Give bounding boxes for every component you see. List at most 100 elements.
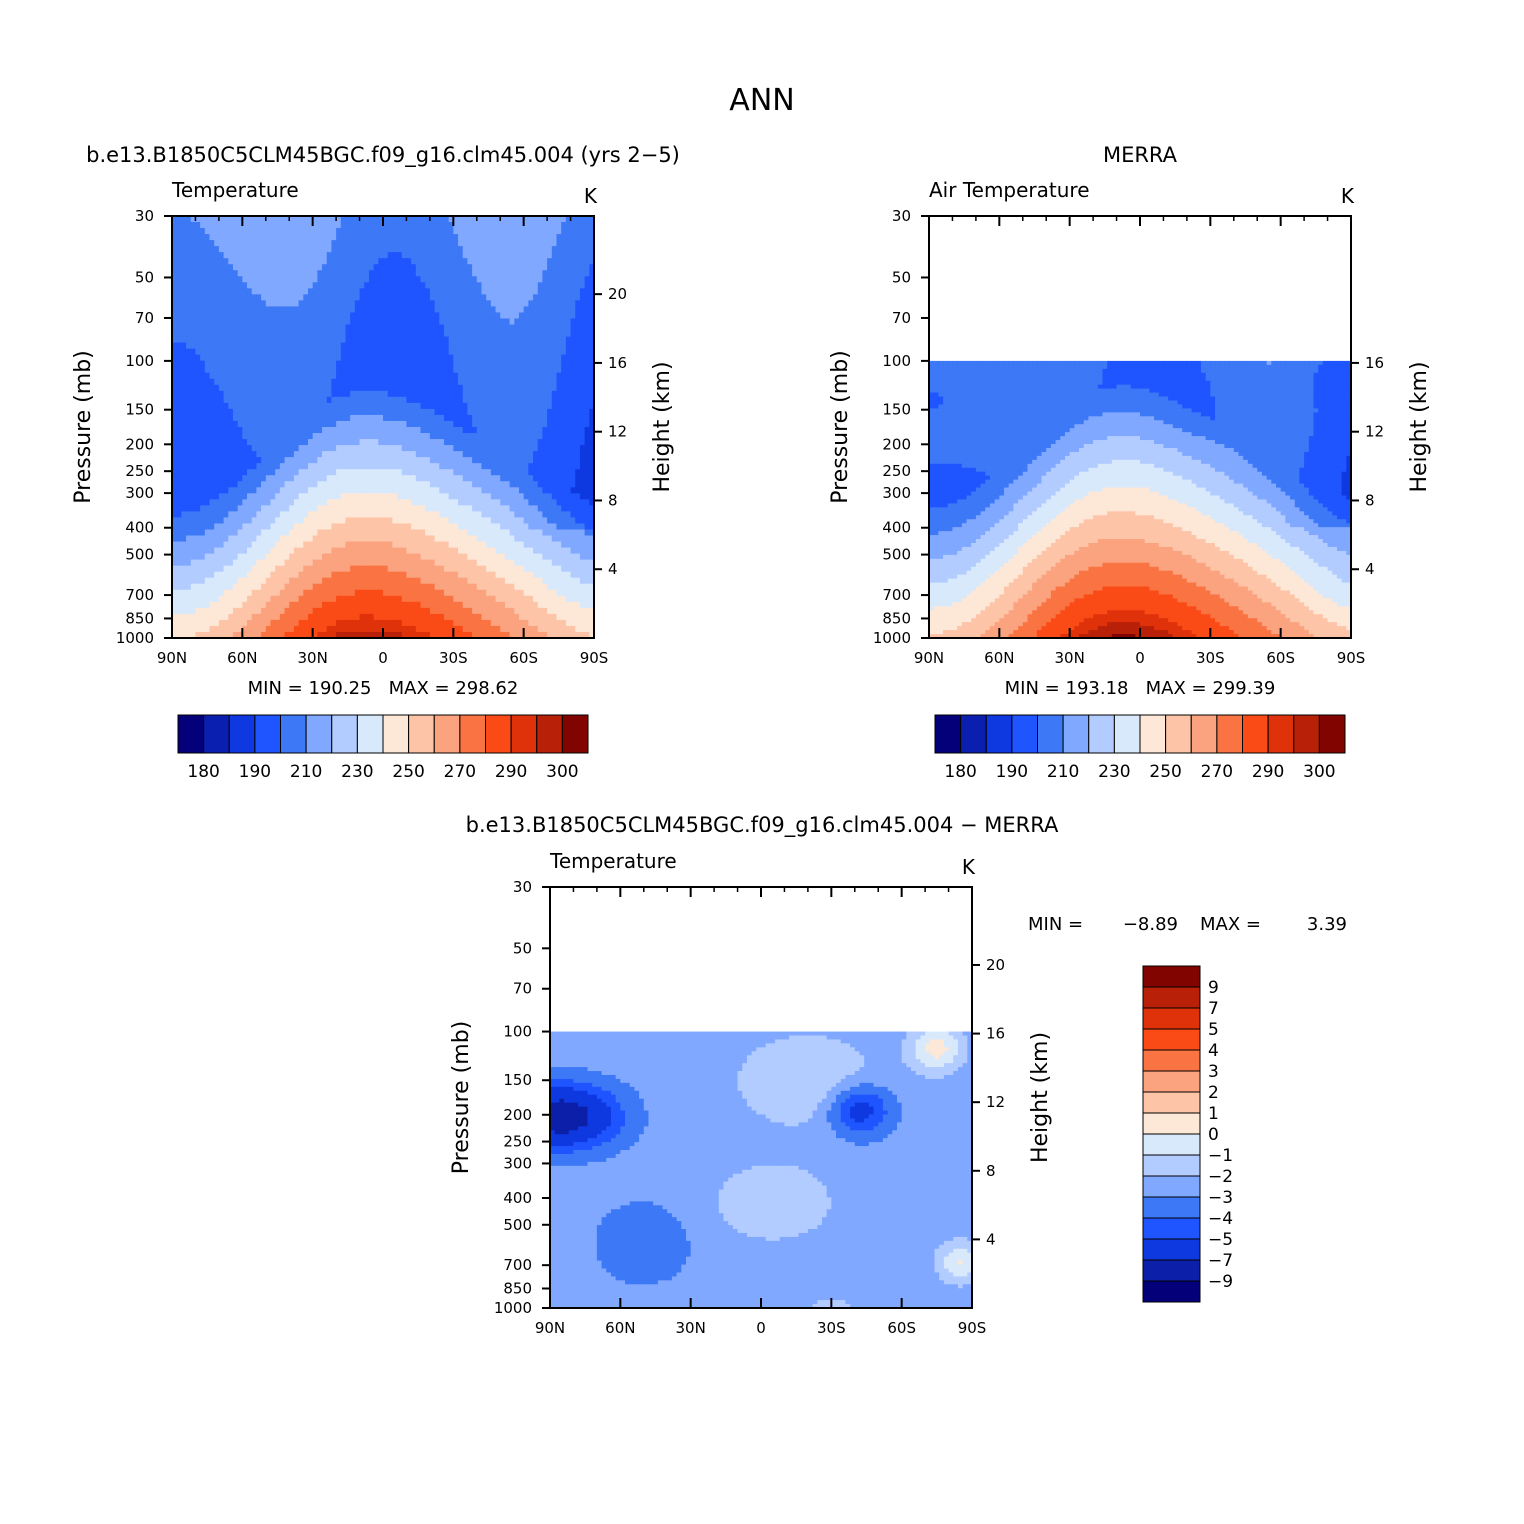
obs-colorbar-swatch bbox=[1318, 714, 1346, 754]
diff-plot-field bbox=[550, 1031, 973, 1309]
model-plot-ytick-label: 150 bbox=[125, 401, 154, 419]
model-colorbar-swatch bbox=[485, 714, 512, 754]
obs-plot-ytick-label: 300 bbox=[882, 484, 911, 502]
diff-colorbar-swatch bbox=[1142, 1238, 1201, 1261]
obs-plot-xtick-label: 30S bbox=[1196, 649, 1225, 667]
plot-layer: 3050701001502002503004005007008501000481… bbox=[71, 207, 1432, 1337]
diff-colorbar-label: −5 bbox=[1208, 1230, 1233, 1250]
obs-colorbar-label: 190 bbox=[996, 762, 1028, 782]
diff-colorbar-label: 0 bbox=[1208, 1125, 1219, 1145]
model-plot-xtick-label: 90N bbox=[157, 649, 187, 667]
diff-plot-ytick-label: 850 bbox=[503, 1279, 532, 1297]
diff-colorbar-label: 4 bbox=[1208, 1041, 1219, 1061]
obs-colorbar-swatch bbox=[934, 714, 962, 754]
diff-plot-ytick-label: 300 bbox=[503, 1154, 532, 1172]
model-plot-ytick-label: 850 bbox=[125, 609, 154, 627]
diff-plot-xtick-label: 90N bbox=[535, 1319, 565, 1337]
diff-panel-heading: b.e13.B1850C5CLM45BGC.f09_g16.clm45.004 … bbox=[466, 813, 1059, 838]
model-colorbar-swatch bbox=[510, 714, 538, 754]
obs-plot-rtick-label: 16 bbox=[1365, 354, 1384, 372]
diff-plot-xtick-label: 0 bbox=[756, 1319, 766, 1337]
obs-plot-ytick-label: 250 bbox=[882, 462, 911, 480]
diff-colorbar-swatch bbox=[1142, 1154, 1201, 1177]
diff-plot-ylabel: Pressure (mb) bbox=[449, 1021, 474, 1175]
obs-colorbar-swatch bbox=[1242, 714, 1269, 754]
diff-plot-ytick-label: 150 bbox=[503, 1071, 532, 1089]
obs-plot-ylabel-right: Height (km) bbox=[1407, 361, 1432, 492]
obs-plot-xtick-label: 60N bbox=[984, 649, 1014, 667]
model-plot-ylabel-right: Height (km) bbox=[650, 361, 675, 492]
model-plot-ytick-label: 700 bbox=[125, 586, 154, 604]
model-colorbar-swatch bbox=[280, 714, 307, 754]
model-plot-ytick-label: 300 bbox=[125, 484, 154, 502]
diff-colorbar-swatch bbox=[1142, 1196, 1201, 1219]
obs-colorbar-swatch bbox=[1267, 714, 1295, 754]
model-colorbar-label: 300 bbox=[546, 762, 578, 782]
model-plot-rtick-label: 20 bbox=[608, 285, 627, 303]
diff-colorbar-label: 9 bbox=[1208, 978, 1219, 998]
obs-plot-xtick-label: 90S bbox=[1337, 649, 1366, 667]
obs-colorbar-label: 290 bbox=[1252, 762, 1284, 782]
diff-min-value: −8.89 bbox=[1123, 914, 1178, 935]
model-plot-xtick-label: 0 bbox=[378, 649, 388, 667]
model-plot-rtick-label: 12 bbox=[608, 423, 627, 441]
obs-plot-ytick-label: 1000 bbox=[873, 629, 911, 647]
diff-plot-ytick-label: 70 bbox=[513, 980, 532, 998]
model-colorbar: 180 190 210 230 250 270 290 300 bbox=[177, 714, 589, 782]
model-minmax: MIN = 190.25 MAX = 298.62 bbox=[248, 678, 519, 699]
model-colorbar-swatch bbox=[433, 714, 461, 754]
model-colorbar-label: 290 bbox=[495, 762, 527, 782]
model-colorbar-swatch bbox=[177, 714, 205, 754]
obs-colorbar-swatch bbox=[1139, 714, 1167, 754]
model-plot: 3050701001502002503004005007008501000481… bbox=[71, 207, 675, 667]
obs-colorbar-swatch bbox=[1190, 714, 1218, 754]
diff-colorbar-swatch bbox=[1142, 1091, 1201, 1114]
model-plot-ytick-label: 100 bbox=[125, 352, 154, 370]
diff-plot-rtick-label: 16 bbox=[986, 1025, 1005, 1043]
model-plot-ytick-label: 200 bbox=[125, 435, 154, 453]
diff-colorbar-swatch bbox=[1142, 1112, 1201, 1135]
diff-colorbar-swatch bbox=[1142, 965, 1201, 988]
diff-colorbar-label: 7 bbox=[1208, 999, 1219, 1019]
model-plot-xtick-label: 30S bbox=[439, 649, 468, 667]
model-plot-rtick-label: 4 bbox=[608, 560, 618, 578]
diff-plot-rtick-label: 12 bbox=[986, 1093, 1005, 1111]
obs-plot-xtick-label: 30N bbox=[1055, 649, 1085, 667]
obs-colorbar-label: 210 bbox=[1047, 762, 1079, 782]
obs-colorbar-swatch bbox=[1293, 714, 1320, 754]
diff-min-label: MIN = bbox=[1028, 914, 1083, 935]
model-colorbar-swatch bbox=[305, 714, 333, 754]
diff-plot-ylabel-right: Height (km) bbox=[1028, 1032, 1053, 1163]
diff-plot-ytick-label: 1000 bbox=[494, 1299, 532, 1317]
obs-plot-field bbox=[929, 360, 1352, 639]
model-colorbar-label: 210 bbox=[290, 762, 322, 782]
obs-plot-ytick-label: 150 bbox=[882, 401, 911, 419]
model-panel-heading: b.e13.B1850C5CLM45BGC.f09_g16.clm45.004 … bbox=[86, 143, 680, 168]
model-colorbar-swatch bbox=[203, 714, 230, 754]
model-plot-ytick-label: 250 bbox=[125, 462, 154, 480]
diff-colorbar-label: −4 bbox=[1208, 1209, 1233, 1229]
model-colorbar-label: 190 bbox=[239, 762, 271, 782]
obs-plot-rtick-label: 12 bbox=[1365, 423, 1384, 441]
model-colorbar-label: 250 bbox=[392, 762, 424, 782]
diff-colorbar-label: −2 bbox=[1208, 1167, 1233, 1187]
diff-colorbar-label: 3 bbox=[1208, 1062, 1219, 1082]
diff-colorbar-swatch bbox=[1142, 1070, 1201, 1093]
obs-plot-ylabel: Pressure (mb) bbox=[828, 350, 853, 504]
model-plot-ytick-label: 70 bbox=[135, 309, 154, 327]
diff-plot-ytick-label: 250 bbox=[503, 1133, 532, 1151]
diff-colorbar-swatch bbox=[1142, 1217, 1201, 1240]
diff-plot-xtick-label: 60N bbox=[605, 1319, 635, 1337]
obs-plot-xtick-label: 0 bbox=[1135, 649, 1145, 667]
diff-plot-ytick-label: 50 bbox=[513, 939, 532, 957]
model-colorbar-label: 230 bbox=[341, 762, 373, 782]
obs-plot-xtick-label: 60S bbox=[1266, 649, 1295, 667]
model-colorbar-swatch bbox=[408, 714, 435, 754]
diff-colorbar-swatch bbox=[1142, 1259, 1201, 1282]
diff-colorbar-label: −9 bbox=[1208, 1272, 1233, 1292]
obs-plot-ytick-label: 850 bbox=[882, 609, 911, 627]
diff-plot-ytick-label: 200 bbox=[503, 1106, 532, 1124]
diff-colorbar-label: −7 bbox=[1208, 1251, 1233, 1271]
obs-colorbar: 180 190 210 230 250 270 290 300 bbox=[934, 714, 1346, 782]
obs-plot-xtick-label: 90N bbox=[914, 649, 944, 667]
